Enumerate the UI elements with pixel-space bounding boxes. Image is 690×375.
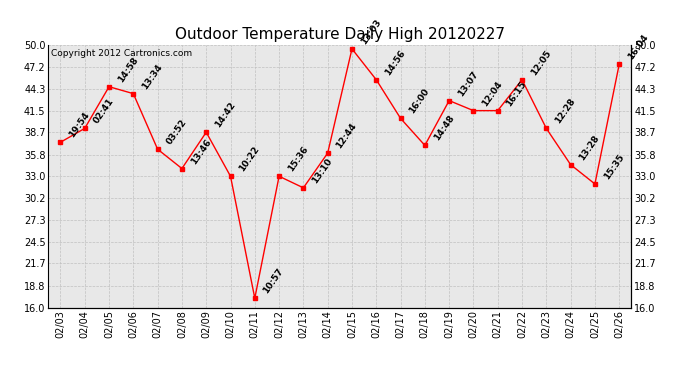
Text: 13:07: 13:07 [456, 69, 480, 98]
Text: 10:22: 10:22 [237, 145, 262, 174]
Text: 14:42: 14:42 [213, 100, 237, 129]
Text: 12:04: 12:04 [480, 79, 504, 108]
Text: 19:54: 19:54 [68, 111, 91, 140]
Text: 15:35: 15:35 [602, 153, 626, 181]
Text: 16:04: 16:04 [626, 33, 650, 62]
Text: 13:34: 13:34 [140, 62, 164, 91]
Text: 16:00: 16:00 [408, 87, 431, 116]
Text: 13:46: 13:46 [189, 137, 213, 166]
Text: 13:28: 13:28 [578, 133, 602, 162]
Title: Outdoor Temperature Daily High 20120227: Outdoor Temperature Daily High 20120227 [175, 27, 505, 42]
Text: 13:10: 13:10 [310, 156, 334, 185]
Text: 03:52: 03:52 [165, 118, 188, 147]
Text: 13:03: 13:03 [359, 18, 383, 46]
Text: 02:41: 02:41 [92, 97, 115, 126]
Text: 14:56: 14:56 [383, 48, 407, 77]
Text: 12:44: 12:44 [335, 122, 359, 150]
Text: 12:28: 12:28 [553, 97, 577, 126]
Text: 15:36: 15:36 [286, 145, 310, 174]
Text: 10:57: 10:57 [262, 267, 286, 296]
Text: 16:15: 16:15 [504, 79, 529, 108]
Text: 12:05: 12:05 [529, 48, 553, 77]
Text: Copyright 2012 Cartronics.com: Copyright 2012 Cartronics.com [51, 49, 193, 58]
Text: 14:58: 14:58 [116, 55, 140, 84]
Text: 14:48: 14:48 [432, 114, 455, 142]
